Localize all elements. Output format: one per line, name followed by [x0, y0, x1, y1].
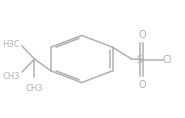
- Text: CH3: CH3: [26, 84, 43, 93]
- Text: Cl: Cl: [163, 55, 172, 65]
- Text: S: S: [136, 55, 142, 65]
- Text: H3C: H3C: [3, 40, 20, 49]
- Text: CH3: CH3: [3, 72, 20, 81]
- Text: O: O: [138, 80, 146, 90]
- Text: O: O: [138, 30, 146, 40]
